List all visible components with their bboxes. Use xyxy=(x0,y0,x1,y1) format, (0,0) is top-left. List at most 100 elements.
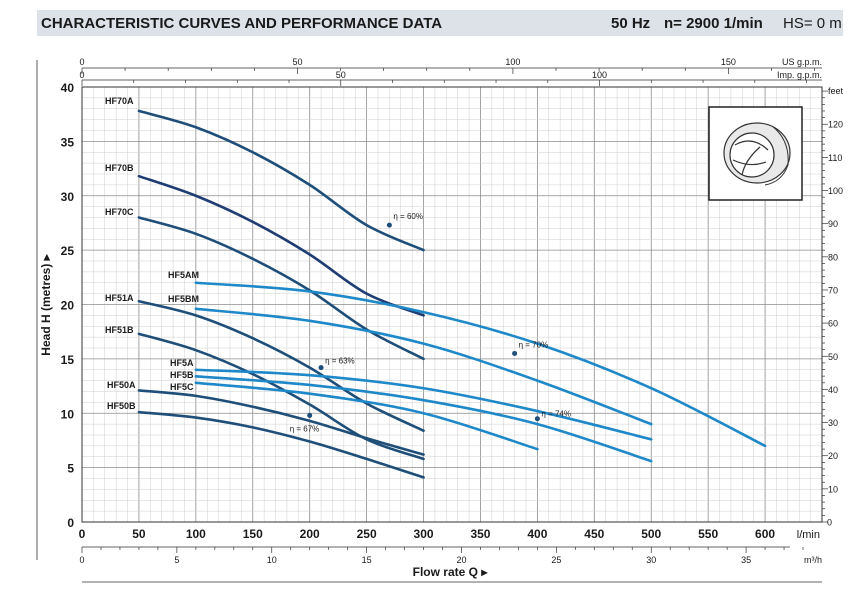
imp-gpm-tick-label: 50 xyxy=(336,70,346,80)
feet-tick-label: 10 xyxy=(828,484,838,494)
curve-hf70c xyxy=(137,216,425,361)
m3h-tick-label: 30 xyxy=(646,555,656,565)
curve-label-hf51b: HF51B xyxy=(105,325,134,335)
feet-tick-label: 50 xyxy=(828,352,838,362)
feet-tick-label: 120 xyxy=(828,120,843,130)
curve-hf50b xyxy=(137,410,425,479)
efficiency-point xyxy=(318,365,324,371)
x-tick-label: 450 xyxy=(584,527,604,541)
feet-tick-label: 20 xyxy=(828,451,838,461)
efficiency-point xyxy=(386,222,392,228)
curve-hf70a xyxy=(137,109,425,252)
curve-hf5a xyxy=(194,368,653,441)
curve-label-hf70c: HF70C xyxy=(105,207,134,217)
chart-curves xyxy=(137,109,767,479)
x-tick-label: 600 xyxy=(755,527,775,541)
x-tick-label: 350 xyxy=(470,527,490,541)
impeller-rim xyxy=(764,125,789,186)
y-tick-label: 35 xyxy=(61,135,75,149)
x-tick-label: 250 xyxy=(357,527,377,541)
feet-tick-label: 0 xyxy=(827,518,832,528)
imp-gpm-unit-label: Imp. g.p.m. xyxy=(777,70,822,80)
x-tick-label: 300 xyxy=(414,527,434,541)
x-tick-label: 200 xyxy=(300,527,320,541)
chart-title: CHARACTERISTIC CURVES AND PERFORMANCE DA… xyxy=(41,15,443,32)
efficiency-label: η = 74% xyxy=(541,410,571,419)
curve-hf70b xyxy=(137,174,425,317)
m3h-tick-label: 15 xyxy=(362,555,372,565)
curve-label-hf50a: HF50A xyxy=(107,380,136,390)
efficiency-label: η = 70% xyxy=(519,340,549,349)
x-tick-label: 0 xyxy=(79,527,86,541)
y-tick-label: 15 xyxy=(61,353,75,367)
x-tick-label: 400 xyxy=(527,527,547,541)
curve-hf5bm xyxy=(194,307,653,426)
curve-label-hf5c: HF5C xyxy=(170,382,194,392)
y-tick-label: 30 xyxy=(61,190,75,204)
curve-label-hf5b: HF5B xyxy=(170,370,194,380)
curve-hf51a xyxy=(137,299,425,432)
feet-tick-label: 60 xyxy=(828,319,838,329)
chart-grid xyxy=(81,86,823,523)
curve-label-hf51a: HF51A xyxy=(105,293,134,303)
curve-hf5c xyxy=(194,381,539,451)
chart-labels: HF70A HF70B HF70C HF5AM HF5BM HF51A HF51B HF5A H… xyxy=(105,96,571,433)
x-tick-label: 50 xyxy=(132,527,146,541)
us-gpm-tick-label: 0 xyxy=(79,57,84,67)
feet-tick-label: 30 xyxy=(828,418,838,428)
curve-label-hf70b: HF70B xyxy=(105,163,134,173)
x-tick-label: 100 xyxy=(186,527,206,541)
impeller-vanes xyxy=(732,140,769,176)
hs-label: HS= 0 m xyxy=(783,15,842,32)
y-axis-label: Head H (metres) ▸ xyxy=(39,253,53,355)
efficiency-label: η = 63% xyxy=(325,357,355,366)
efficiency-label: η = 67% xyxy=(290,424,320,433)
imp-gpm-tick-label: 100 xyxy=(592,70,607,80)
us-gpm-tick-label: 50 xyxy=(292,57,302,67)
curve-label-hf50b: HF50B xyxy=(107,401,136,411)
us-gpm-tick-label: 150 xyxy=(721,57,736,67)
efficiency-point xyxy=(534,416,540,422)
efficiency-point xyxy=(512,350,518,356)
m3h-unit-label: m³/h xyxy=(804,555,822,565)
plot-frame xyxy=(81,86,823,523)
y-tick-label: 0 xyxy=(67,516,74,530)
x-axis-label: Flow rate Q ▸ xyxy=(413,565,489,579)
m3h-tick-label: 10 xyxy=(267,555,277,565)
y-tick-label: 40 xyxy=(61,81,75,95)
curve-hf5am xyxy=(194,281,767,448)
curve-label-hf5bm: HF5BM xyxy=(168,294,199,304)
chart-header: CHARACTERISTIC CURVES AND PERFORMANCE DA… xyxy=(37,10,843,36)
feet-tick-label: 110 xyxy=(828,153,842,163)
us-gpm-tick-label: 100 xyxy=(505,57,520,67)
curve-label-hf5a: HF5A xyxy=(170,358,194,368)
m3h-tick-label: 0 xyxy=(79,555,84,565)
x-tick-label: 150 xyxy=(243,527,263,541)
m3h-tick-label: 5 xyxy=(174,555,179,565)
m3h-tick-label: 35 xyxy=(741,555,751,565)
feet-tick-label: 70 xyxy=(828,285,838,295)
curve-hf5b xyxy=(194,374,653,463)
efficiency-label: η = 60% xyxy=(393,212,423,221)
m3h-tick-label: 25 xyxy=(551,555,561,565)
m3h-tick-label: 20 xyxy=(456,555,466,565)
feet-tick-label: 100 xyxy=(828,186,843,196)
y-tick-label: 25 xyxy=(61,244,75,258)
frequency-label: 50 Hz xyxy=(611,15,651,32)
x-tick-label: 500 xyxy=(641,527,661,541)
feet-tick-label: 80 xyxy=(828,252,838,262)
speed-label: n= 2900 1/min xyxy=(664,15,763,32)
efficiency-point xyxy=(307,412,313,418)
curve-label-hf70a: HF70A xyxy=(105,96,134,106)
curve-hf50a xyxy=(137,389,425,456)
feet-tick-label: 90 xyxy=(828,219,838,229)
y-tick-label: 5 xyxy=(67,462,74,476)
pump-impeller-image xyxy=(708,106,803,201)
feet-tick-label: 40 xyxy=(828,385,838,395)
curve-label-hf5am: HF5AM xyxy=(168,270,199,280)
x-unit-label: l/min xyxy=(797,529,820,541)
us-gpm-unit-label: US g.p.m. xyxy=(782,57,822,67)
imp-gpm-tick-label: 0 xyxy=(79,70,84,80)
